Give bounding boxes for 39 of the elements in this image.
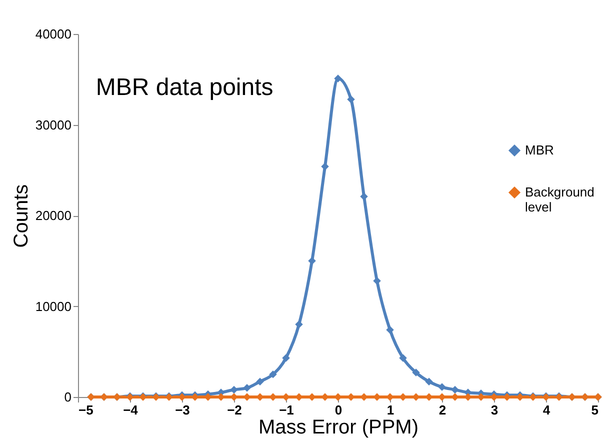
x-tick-label: 5 <box>591 402 598 418</box>
point <box>243 384 251 392</box>
point <box>308 257 316 265</box>
x-tick-label: 0 <box>334 402 342 418</box>
legend-label: MBR <box>525 142 554 158</box>
point <box>295 320 303 328</box>
point <box>321 162 329 170</box>
x-tick-label: 3 <box>490 402 498 418</box>
point <box>386 326 394 334</box>
y-tick-label: 30000 <box>35 117 72 132</box>
x-tick-label: 4 <box>542 402 551 418</box>
point <box>230 386 238 394</box>
x-tick-label: 1 <box>386 402 394 418</box>
point <box>373 276 381 285</box>
y-tick-label: 10000 <box>35 298 72 314</box>
y-tick-label: 40000 <box>35 26 72 42</box>
point <box>438 383 446 391</box>
point <box>269 370 277 378</box>
y-tick-label: 0 <box>64 390 72 404</box>
point <box>399 354 407 362</box>
point <box>451 386 459 394</box>
point <box>425 378 433 386</box>
x-tick-label: 2 <box>438 402 446 418</box>
point <box>412 368 420 376</box>
point <box>256 378 264 386</box>
x-tick-label: −2 <box>227 402 242 418</box>
legend-label: Background level <box>525 184 594 214</box>
point <box>360 192 368 200</box>
y-tick-label: 20000 <box>35 208 72 223</box>
text: MBR data points <box>96 74 274 101</box>
point <box>282 354 290 362</box>
x-tick-label: −4 <box>123 402 139 418</box>
y-axis-title: Counts <box>10 184 32 248</box>
point <box>334 74 342 82</box>
x-axis-title: Mass Error (PPM) <box>258 416 418 438</box>
x-tick-label: −1 <box>279 402 294 418</box>
point <box>347 95 355 104</box>
x-tick-label: −3 <box>175 402 190 418</box>
x-tick-label: −5 <box>78 402 94 418</box>
